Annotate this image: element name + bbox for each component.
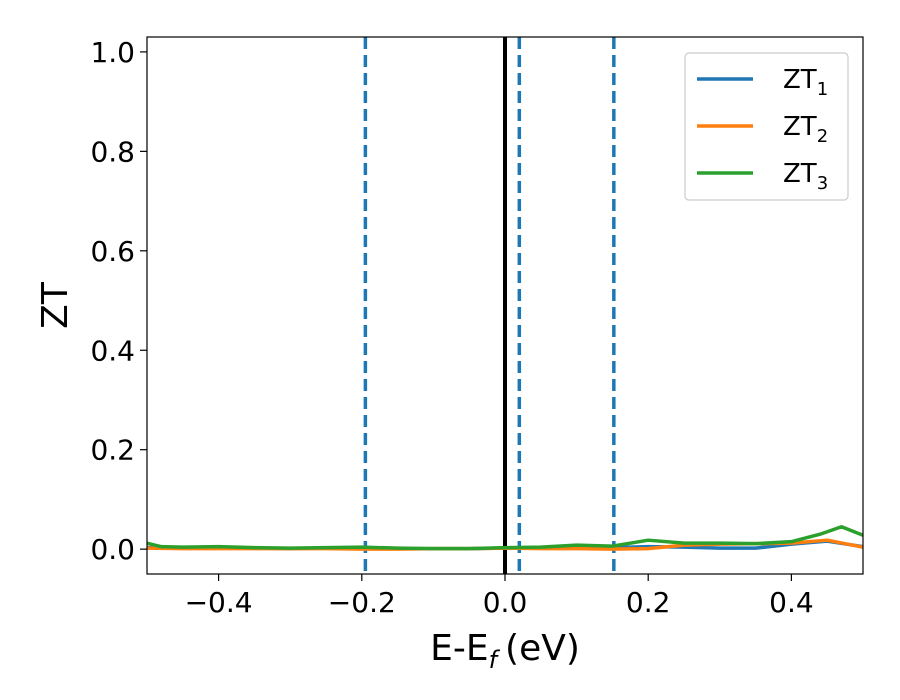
x-axis-label-subscript: f [489, 646, 501, 674]
x-axis-ticks: −0.4 −0.2 0.0 0.2 0.4 [185, 574, 814, 619]
vertical-reference-lines [363, 37, 616, 574]
x-axis-label-main: E-E [430, 628, 488, 669]
x-tick-label: −0.4 [185, 586, 253, 619]
series-lines [147, 525, 863, 551]
legend: ZT1 ZT2 ZT3 [684, 52, 849, 201]
legend-box [684, 52, 849, 201]
x-tick-label: 0.2 [626, 586, 671, 619]
x-axis-label: E-Ef (eV) [430, 628, 580, 674]
y-axis-ticks: 0.0 0.2 0.4 0.6 0.8 1.0 [90, 36, 147, 566]
legend-label: ZT1 [783, 65, 828, 100]
y-tick-label: 0.2 [90, 434, 135, 467]
y-axis-label: ZT [35, 281, 76, 329]
x-tick-label: −0.2 [328, 586, 396, 619]
x-tick-label: 0.4 [769, 586, 814, 619]
legend-label: ZT2 [783, 112, 828, 147]
x-tick-label: 0.0 [483, 586, 528, 619]
y-tick-label: 0.6 [90, 235, 135, 268]
y-tick-label: 0.4 [90, 334, 135, 367]
y-tick-label: 1.0 [90, 36, 135, 69]
y-tick-label: 0.0 [90, 533, 135, 566]
x-axis-label-unit: (eV) [505, 628, 580, 669]
y-tick-label: 0.8 [90, 135, 135, 168]
series-line-zt3 [147, 525, 863, 551]
legend-label: ZT3 [783, 159, 828, 194]
